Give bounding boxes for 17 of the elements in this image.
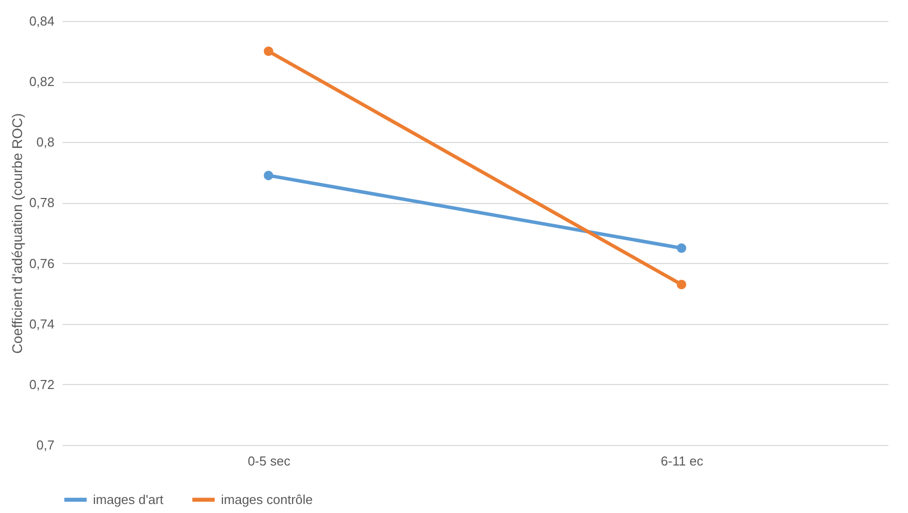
point — [676, 280, 686, 290]
y-tick-label: 0,72 — [29, 376, 54, 392]
y-tick-label: 0,74 — [29, 316, 54, 332]
x-tick-label: 6-11 ec — [660, 454, 704, 468]
y-tick-label: 0,78 — [29, 195, 54, 210]
legend-label: images contrôle — [221, 492, 313, 507]
y-tick-label: 0,7 — [36, 438, 54, 452]
point — [264, 46, 274, 56]
legend-label: images d'art — [93, 492, 164, 507]
y-axis-title: Coefficient d'adéquation (courbe ROC) — [9, 113, 26, 354]
point — [676, 243, 686, 253]
point — [264, 170, 274, 180]
y-tick-label: 0,8 — [36, 134, 54, 150]
y-tick-label: 0,76 — [29, 256, 54, 271]
y-tick-label: 0,82 — [29, 74, 54, 90]
x-tick-label: 0-5 sec — [248, 454, 291, 468]
y-tick-label: 0,84 — [29, 14, 54, 28]
